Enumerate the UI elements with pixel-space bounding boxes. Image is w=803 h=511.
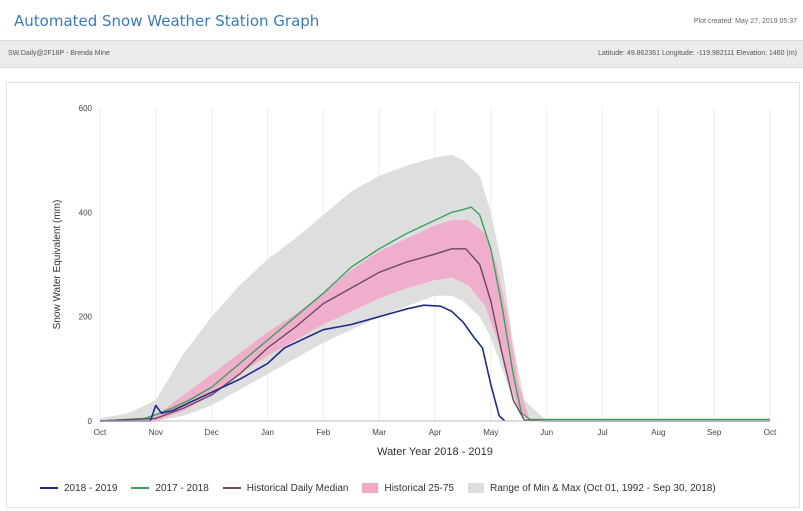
chart-bands (100, 154, 770, 421)
x-tick-label: Feb (316, 428, 330, 437)
series-line-s2019 (100, 304, 506, 422)
x-tick-label: Aug (651, 428, 665, 437)
legend-label: 2017 - 2018 (155, 482, 209, 494)
legend-swatch (467, 483, 484, 493)
legend-swatch (40, 487, 58, 489)
x-tick-label: Sep (707, 428, 722, 437)
y-tick-label: 200 (79, 313, 93, 322)
chart-axes: Oct Nov Dec Jan Feb Mar Apr May Jun Jul Aug Sep Oct0… (79, 104, 777, 437)
legend-label: 2018 - 2019 (64, 482, 118, 494)
x-tick-label: Jul (597, 428, 607, 437)
station-info-bar: SW.Daily@2F18P - Brenda Mine Latitude: 4… (0, 40, 803, 68)
station-name: SW.Daily@2F18P - Brenda Mine (8, 50, 110, 57)
legend-item-s2018: 2017 - 2018 (131, 482, 209, 494)
x-tick-label: May (483, 428, 498, 437)
legend-label: Range of Min & Max (Oct 01, 1992 - Sep 3… (489, 482, 716, 494)
plot-created-timestamp: Plot created: May 27, 2019 05:37 (693, 18, 797, 25)
legend-label: Historical 25-75 (384, 482, 454, 494)
y-tick-label: 600 (79, 104, 93, 113)
x-tick-label: Oct (94, 428, 107, 437)
x-tick-label: Jan (261, 428, 274, 437)
y-axis-label: Snow Water Equivalent (mm) (52, 200, 63, 330)
x-tick-label: Jun (540, 428, 553, 437)
legend-swatch (362, 483, 379, 493)
legend-item-p2575: Historical 25-75 (362, 482, 454, 494)
legend-item-minmax: Range of Min & Max (Oct 01, 1992 - Sep 3… (467, 482, 716, 494)
x-tick-label: Apr (429, 428, 442, 437)
series-line-s2018 (99, 206, 770, 422)
legend-label: Historical Daily Median (246, 482, 349, 494)
x-tick-label: Nov (149, 428, 163, 437)
chart-legend: 2018 - 2019 2017 - 2018 Historical Daily M… (40, 481, 730, 495)
legend-item-median: Historical Daily Median (222, 482, 349, 494)
x-axis-label: Water Year 2018 - 2019 (377, 446, 493, 458)
y-tick-label: 400 (79, 208, 93, 217)
x-tick-label: Dec (205, 428, 219, 437)
page-title: Automated Snow Weather Station Graph (14, 12, 320, 30)
band-p2575 (144, 220, 530, 421)
x-tick-label: Mar (372, 428, 386, 437)
legend-swatch (222, 487, 241, 489)
station-location: Latitude: 49.862361 Longitude: -119.9821… (598, 50, 797, 57)
legend-swatch (131, 487, 150, 489)
legend-item-s2019: 2018 - 2019 (40, 483, 117, 494)
x-tick-label: Oct (764, 428, 777, 437)
chart-lines (99, 206, 770, 422)
y-tick-label: 0 (88, 417, 93, 426)
